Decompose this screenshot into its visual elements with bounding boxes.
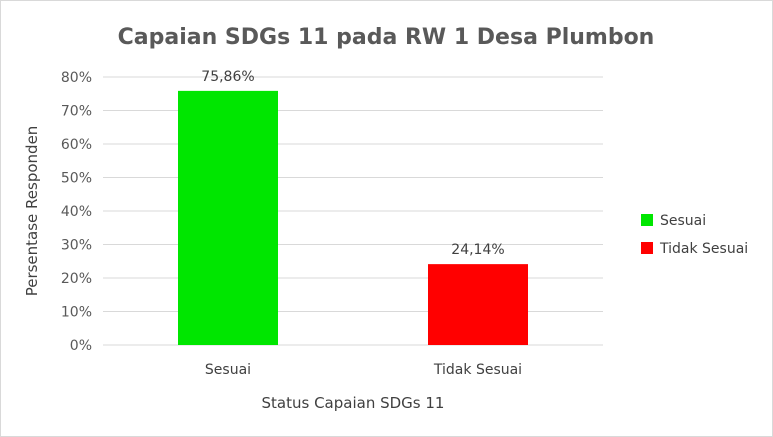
x-axis-categories: Sesuai Tidak Sesuai <box>205 362 522 378</box>
y-axis-ticks: 0% 10% 20% 30% 40% 50% 60% 70% 80% <box>61 70 92 354</box>
y-tick-label-0: 0% <box>70 338 92 354</box>
chart-title: Capaian SDGs 11 pada RW 1 Desa Plumbon <box>118 25 655 50</box>
y-tick-label-20: 20% <box>61 271 92 287</box>
data-labels: 75,86% 24,14% <box>201 69 504 258</box>
legend-label-sesuai: Sesuai <box>660 213 706 229</box>
legend-swatch-sesuai <box>641 214 653 226</box>
x-axis-title: Status Capaian SDGs 11 <box>262 394 445 412</box>
y-tick-label-60: 60% <box>61 137 92 153</box>
x-category-tidak-sesuai: Tidak Sesuai <box>433 362 522 378</box>
bar-tidak-sesuai <box>428 264 528 345</box>
data-label-sesuai: 75,86% <box>201 69 254 85</box>
y-axis-title: Persentase Responden <box>23 126 41 297</box>
bar-sesuai <box>178 90 278 345</box>
legend-label-tidak-sesuai: Tidak Sesuai <box>659 241 748 257</box>
y-tick-label-10: 10% <box>61 305 92 321</box>
y-tick-label-80: 80% <box>61 70 92 86</box>
data-label-tidak-sesuai: 24,14% <box>451 242 504 258</box>
legend: Sesuai Tidak Sesuai <box>641 213 748 257</box>
y-tick-label-70: 70% <box>61 104 92 120</box>
y-tick-label-40: 40% <box>61 204 92 220</box>
x-category-sesuai: Sesuai <box>205 362 251 378</box>
legend-swatch-tidak-sesuai <box>641 242 653 254</box>
y-tick-label-50: 50% <box>61 171 92 187</box>
bars <box>178 90 528 345</box>
y-tick-label-30: 30% <box>61 238 92 254</box>
